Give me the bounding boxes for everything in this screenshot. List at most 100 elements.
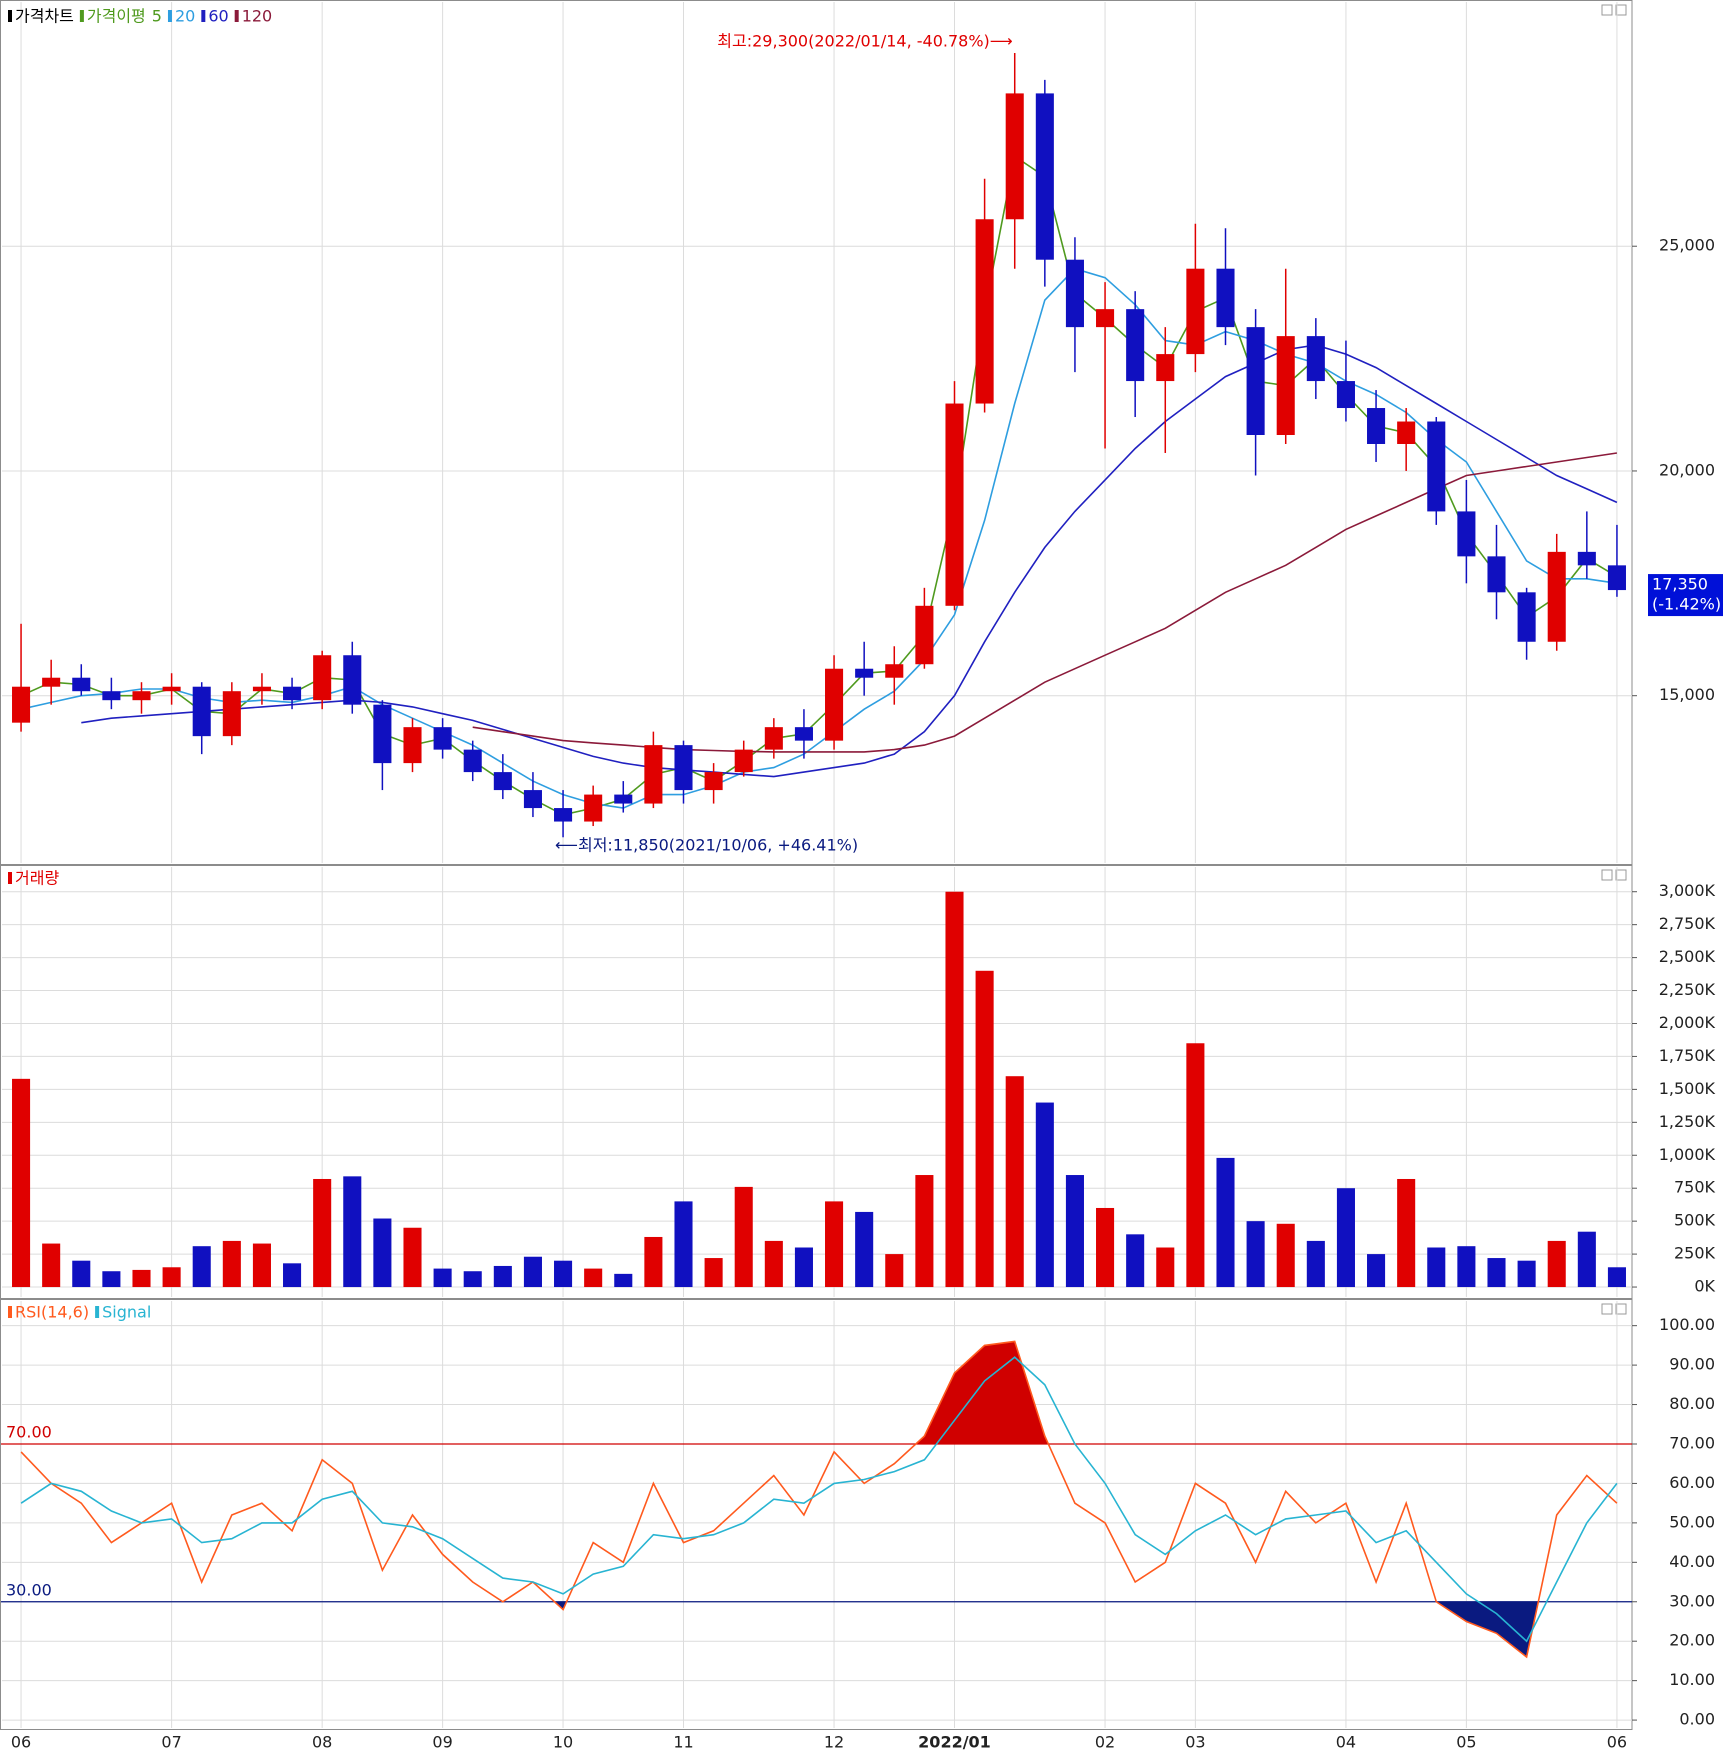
y-tick-label: 750K bbox=[1674, 1178, 1716, 1197]
volume-bar bbox=[1246, 1221, 1265, 1288]
candle-body bbox=[252, 686, 271, 692]
volume-bar bbox=[554, 1260, 573, 1288]
y-tick-label: 30.00 bbox=[1669, 1591, 1715, 1610]
volume-bar bbox=[1607, 1267, 1626, 1288]
volume-bar bbox=[1457, 1246, 1476, 1288]
y-tick-label: 70.00 bbox=[1669, 1433, 1715, 1452]
x-tick-label: 08 bbox=[312, 1733, 332, 1752]
oversold-area bbox=[21, 1601, 1617, 1657]
ma-title: 가격이평 bbox=[87, 7, 146, 26]
y-tick-label: 2,750K bbox=[1659, 914, 1716, 933]
volume-bar bbox=[1577, 1231, 1596, 1288]
volume-bar bbox=[614, 1273, 633, 1288]
legend-swatch bbox=[8, 872, 12, 884]
candle-body bbox=[1457, 511, 1476, 557]
volume-bar bbox=[42, 1243, 61, 1288]
y-tick-label: 25,000 bbox=[1659, 236, 1715, 255]
x-tick-label: 06 bbox=[1607, 1733, 1627, 1752]
candle-body bbox=[493, 772, 512, 791]
candle-body bbox=[1306, 336, 1325, 382]
low-annotation: ⟵최저:11,850(2021/10/06, +46.41%) bbox=[555, 836, 858, 855]
volume-bar bbox=[734, 1186, 753, 1288]
volume-bar bbox=[1065, 1175, 1084, 1288]
candle-body bbox=[825, 668, 844, 741]
volume-bar bbox=[1517, 1260, 1536, 1288]
volume-bar bbox=[102, 1271, 121, 1288]
volume-bar bbox=[794, 1247, 813, 1288]
candle-body bbox=[1517, 592, 1536, 642]
y-tick-label: 0.00 bbox=[1679, 1710, 1715, 1729]
candle-body bbox=[313, 655, 332, 701]
volume-bar bbox=[975, 970, 994, 1288]
y-tick-label: 100.00 bbox=[1659, 1315, 1715, 1334]
candle-body bbox=[644, 745, 663, 804]
y-tick-label: 10.00 bbox=[1669, 1670, 1715, 1689]
pane-control bbox=[1601, 869, 1613, 881]
candle-body bbox=[12, 686, 31, 723]
candle-body bbox=[1397, 421, 1416, 444]
volume-bar bbox=[1005, 1076, 1024, 1288]
x-tick-label: 10 bbox=[553, 1733, 573, 1752]
x-tick-label: 03 bbox=[1185, 1733, 1205, 1752]
legend-swatch bbox=[95, 1306, 100, 1318]
volume-bar bbox=[825, 1201, 844, 1288]
volume-bar bbox=[252, 1243, 271, 1288]
volume-bar bbox=[945, 891, 964, 1288]
candle-body bbox=[162, 686, 181, 692]
volume-bar bbox=[1336, 1188, 1355, 1288]
candle-body bbox=[373, 704, 392, 764]
candle-body bbox=[734, 749, 753, 773]
candle-body bbox=[945, 403, 964, 606]
volume-bar bbox=[493, 1265, 512, 1288]
candle-body bbox=[614, 794, 633, 804]
candle-body bbox=[1276, 336, 1295, 435]
x-tick-label: 2022/01 bbox=[918, 1733, 991, 1752]
y-tick-label: 2,500K bbox=[1659, 947, 1716, 966]
candle-body bbox=[463, 749, 482, 773]
legend-entry: RSI(14,6) bbox=[15, 1303, 89, 1322]
y-tick-label: 15,000 bbox=[1659, 685, 1715, 704]
current-change: (-1.42%) bbox=[1652, 595, 1721, 614]
volume-bar bbox=[403, 1227, 422, 1288]
legend-swatch bbox=[167, 10, 172, 22]
candle-body bbox=[885, 664, 904, 678]
volume-bar bbox=[1367, 1254, 1386, 1288]
candle-body bbox=[764, 727, 783, 750]
volume-bar bbox=[704, 1258, 723, 1288]
volume-bar bbox=[644, 1236, 663, 1288]
candle-body bbox=[102, 691, 121, 701]
y-tick-label: 250K bbox=[1674, 1244, 1716, 1263]
candle-body bbox=[1246, 327, 1265, 435]
x-tick-label: 12 bbox=[824, 1733, 844, 1752]
volume-bar bbox=[523, 1256, 542, 1288]
y-tick-label: 1,500K bbox=[1659, 1079, 1716, 1098]
level-label: 30.00 bbox=[6, 1580, 52, 1599]
volume-bar bbox=[1156, 1247, 1175, 1288]
x-tick-label: 07 bbox=[161, 1733, 181, 1752]
candle-body bbox=[1005, 93, 1024, 220]
y-tick-label: 1,250K bbox=[1659, 1112, 1716, 1131]
y-tick-label: 50.00 bbox=[1669, 1512, 1715, 1531]
legend-swatch bbox=[234, 10, 239, 22]
candle-body bbox=[674, 745, 693, 791]
y-tick-label: 40.00 bbox=[1669, 1552, 1715, 1571]
candle-body bbox=[1336, 381, 1355, 409]
volume-bar bbox=[885, 1254, 904, 1288]
candle-body bbox=[1126, 309, 1145, 382]
legend-swatch bbox=[8, 1306, 12, 1318]
candle-body bbox=[1487, 556, 1506, 593]
volume-bar bbox=[1035, 1102, 1054, 1288]
volume-bar bbox=[915, 1175, 934, 1288]
volume-bar bbox=[1487, 1258, 1506, 1288]
y-tick-label: 60.00 bbox=[1669, 1473, 1715, 1492]
candle-body bbox=[915, 605, 934, 665]
candle-body bbox=[132, 691, 151, 701]
candle-body bbox=[794, 727, 813, 741]
x-tick-label: 02 bbox=[1095, 1733, 1115, 1752]
x-tick-label: 09 bbox=[432, 1733, 452, 1752]
pane-control bbox=[1601, 1303, 1613, 1315]
legend-swatch bbox=[8, 10, 12, 22]
legend-entry: 5 bbox=[152, 7, 162, 26]
volume-bar bbox=[463, 1271, 482, 1288]
